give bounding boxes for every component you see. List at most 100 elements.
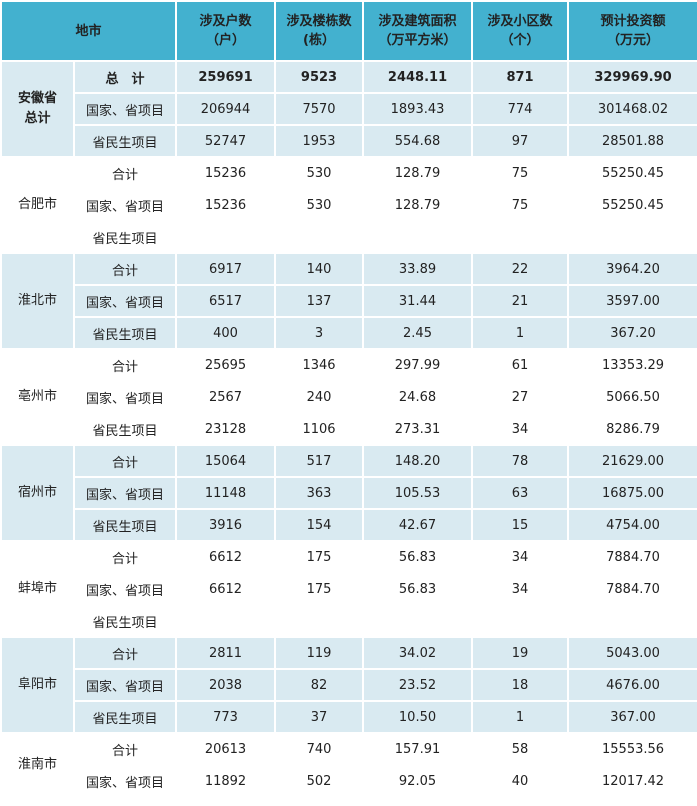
communities-cell: 21 — [471, 284, 570, 318]
communities-cell: 22 — [471, 252, 570, 286]
region-name-line: 合肥市 — [17, 197, 57, 212]
communities-cell: 78 — [471, 444, 570, 478]
buildings-cell: 37 — [274, 700, 365, 734]
buildings-cell: 517 — [274, 444, 365, 478]
header-investment: 预计投资额 （万元） — [567, 0, 697, 62]
row-label: 合计 — [72, 156, 178, 190]
region-name-line: 阜阳市 — [17, 677, 57, 692]
area-cell: 273.31 — [362, 412, 474, 446]
households-cell: 206944 — [175, 92, 277, 126]
area-cell: 56.83 — [362, 540, 474, 574]
households-cell: 6517 — [175, 284, 277, 318]
area-cell: 1893.43 — [362, 92, 474, 126]
households-cell: 6612 — [175, 572, 277, 606]
buildings-cell: 3 — [274, 316, 365, 350]
communities-cell: 58 — [471, 732, 570, 766]
communities-cell: 75 — [471, 156, 570, 190]
households-cell: 773 — [175, 700, 277, 734]
buildings-cell: 175 — [274, 540, 365, 574]
households-cell: 2567 — [175, 380, 277, 414]
households-cell: 11148 — [175, 476, 277, 510]
communities-cell: 61 — [471, 348, 570, 382]
table-row: 国家、省项目 6517 137 31.44 21 3597.00 — [1, 284, 697, 318]
buildings-cell: 1953 — [274, 124, 365, 158]
row-label: 合计 — [72, 444, 178, 478]
area-cell: 10.50 — [362, 700, 474, 734]
households-cell: 11892 — [175, 764, 277, 798]
table-row: 国家、省项目 15236 530 128.79 75 55250.45 — [1, 188, 697, 222]
communities-cell: 871 — [471, 60, 570, 94]
communities-cell: 1 — [471, 316, 570, 350]
communities-cell: 63 — [471, 476, 570, 510]
row-label: 合计 — [72, 732, 178, 766]
communities-cell: 15 — [471, 508, 570, 542]
row-label: 省民生项目 — [72, 316, 178, 350]
row-label: 国家、省项目 — [72, 284, 178, 318]
buildings-cell: 154 — [274, 508, 365, 542]
investment-cell: 329969.90 — [567, 60, 697, 94]
investment-cell: 4676.00 — [567, 668, 697, 702]
investment-cell: 4754.00 — [567, 508, 697, 542]
area-cell: 34.02 — [362, 636, 474, 670]
region-name-line: 宿州市 — [17, 485, 57, 500]
buildings-cell: 530 — [274, 188, 365, 222]
region-name-line: 淮北市 — [17, 293, 57, 308]
buildings-cell — [274, 220, 365, 254]
area-cell: 2448.11 — [362, 60, 474, 94]
area-cell: 31.44 — [362, 284, 474, 318]
table-row: 阜阳市 合计 2811 119 34.02 19 5043.00 — [0, 636, 697, 734]
region-name-line: 总计 — [24, 111, 51, 126]
buildings-cell: 140 — [274, 252, 365, 286]
region-cell: 阜阳市 — [0, 636, 75, 734]
area-cell: 128.79 — [362, 188, 474, 222]
area-cell: 554.68 — [362, 124, 474, 158]
row-label: 省民生项目 — [72, 700, 178, 734]
table-row: 国家、省项目 6612 175 56.83 34 7884.70 — [1, 572, 697, 606]
table-row: 省民生项目 — [1, 220, 697, 254]
communities-cell — [471, 220, 570, 254]
region-name-line: 亳州市 — [17, 389, 57, 404]
area-cell: 148.20 — [362, 444, 474, 478]
buildings-cell: 119 — [274, 636, 365, 670]
buildings-cell: 7570 — [274, 92, 365, 126]
communities-cell: 34 — [471, 412, 570, 446]
area-cell: 157.91 — [362, 732, 474, 766]
row-label: 省民生项目 — [72, 604, 178, 638]
area-cell: 128.79 — [362, 156, 474, 190]
table-row: 国家、省项目 2038 82 23.52 18 4676.00 — [1, 668, 697, 702]
households-cell: 23128 — [175, 412, 277, 446]
row-label: 国家、省项目 — [72, 764, 178, 798]
communities-cell: 27 — [471, 380, 570, 414]
communities-cell: 18 — [471, 668, 570, 702]
region-name-line: 安徽省 — [17, 91, 57, 106]
table-row: 省民生项目 3916 154 42.67 15 4754.00 — [1, 508, 697, 542]
area-cell: 33.89 — [362, 252, 474, 286]
area-cell: 23.52 — [362, 668, 474, 702]
communities-cell: 19 — [471, 636, 570, 670]
households-cell: 6612 — [175, 540, 277, 574]
buildings-cell: 363 — [274, 476, 365, 510]
row-label: 国家、省项目 — [72, 92, 178, 126]
table-row: 亳州市 合计 25695 1346 297.99 61 13353.29 — [0, 348, 697, 446]
households-cell — [175, 604, 277, 638]
investment-cell: 21629.00 — [567, 444, 697, 478]
table-row: 省民生项目 52747 1953 554.68 97 28501.88 — [1, 124, 697, 158]
investment-cell — [567, 220, 697, 254]
buildings-cell: 9523 — [274, 60, 365, 94]
communities-cell: 774 — [471, 92, 570, 126]
buildings-cell: 1106 — [274, 412, 365, 446]
investment-cell: 13353.29 — [567, 348, 697, 382]
buildings-cell: 82 — [274, 668, 365, 702]
row-label: 省民生项目 — [72, 412, 178, 446]
buildings-cell: 137 — [274, 284, 365, 318]
investment-cell: 3964.20 — [567, 252, 697, 286]
table-row: 合肥市 合计 15236 530 128.79 75 55250.45 — [0, 156, 697, 254]
communities-cell: 97 — [471, 124, 570, 158]
investment-cell: 16875.00 — [567, 476, 697, 510]
table-row: 省民生项目 773 37 10.50 1 367.00 — [1, 700, 697, 734]
communities-cell: 34 — [471, 540, 570, 574]
area-cell: 56.83 — [362, 572, 474, 606]
investment-cell: 367.00 — [567, 700, 697, 734]
communities-cell: 34 — [471, 572, 570, 606]
